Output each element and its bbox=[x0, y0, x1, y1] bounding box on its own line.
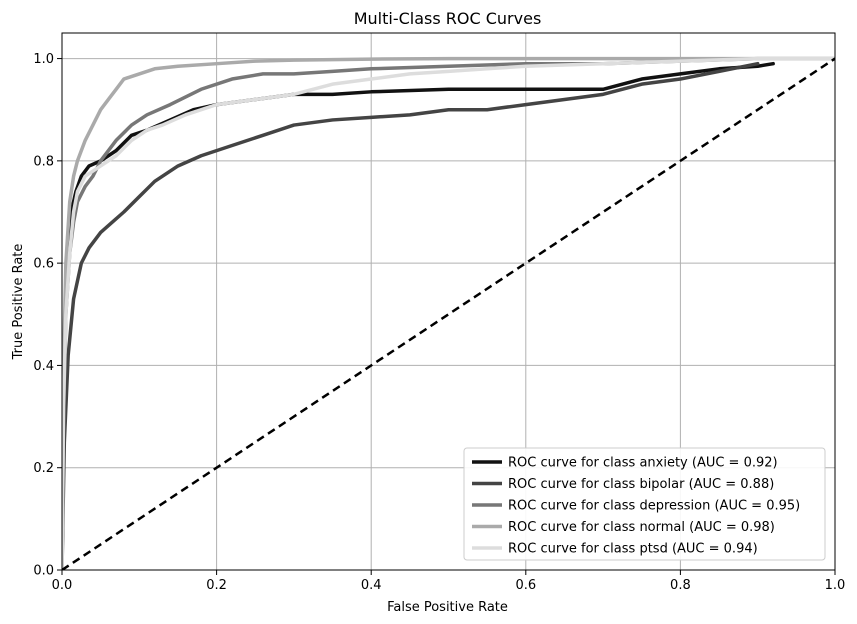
legend-label: ROC curve for class depression (AUC = 0.… bbox=[508, 499, 800, 514]
y-axis-label: True Positive Rate bbox=[11, 244, 26, 361]
legend-box bbox=[463, 447, 826, 561]
roc-curve-3 bbox=[62, 56, 835, 570]
y-tick-label: 0.0 bbox=[33, 564, 54, 579]
y-tick-label: 0.2 bbox=[33, 461, 54, 476]
axes-frame bbox=[61, 32, 836, 571]
roc-curve-0 bbox=[62, 61, 775, 570]
y-tick-label: 1.0 bbox=[33, 52, 54, 67]
legend: ROC curve for class anxiety (AUC = 0.92)… bbox=[463, 447, 826, 561]
legend-label: ROC curve for class anxiety (AUC = 0.92) bbox=[508, 456, 778, 471]
x-tick-label: 0.6 bbox=[515, 578, 536, 593]
x-tick-label: 1.0 bbox=[825, 578, 846, 593]
series-group bbox=[62, 56, 835, 570]
x-tick-label: 0.0 bbox=[52, 578, 73, 593]
roc-curve-4 bbox=[62, 56, 835, 570]
chart-title: Multi-Class ROC Curves bbox=[354, 9, 542, 28]
diagonal-reference-line bbox=[62, 57, 835, 570]
legend-label: ROC curve for class bipolar (AUC = 0.88) bbox=[508, 477, 774, 492]
x-tick-label: 0.8 bbox=[670, 578, 691, 593]
x-tick-label: 0.4 bbox=[361, 578, 382, 593]
y-tick-label: 0.4 bbox=[33, 359, 54, 374]
x-axis-label: False Positive Rate bbox=[387, 600, 508, 615]
roc-curve-1 bbox=[62, 61, 760, 570]
y-tick-label: 0.8 bbox=[33, 154, 54, 169]
legend-label: ROC curve for class ptsd (AUC = 0.94) bbox=[508, 542, 758, 557]
legend-label: ROC curve for class normal (AUC = 0.98) bbox=[508, 520, 775, 535]
x-tick-label: 0.2 bbox=[206, 578, 227, 593]
y-tick-label: 0.6 bbox=[33, 257, 54, 272]
grid-lines bbox=[61, 33, 836, 571]
